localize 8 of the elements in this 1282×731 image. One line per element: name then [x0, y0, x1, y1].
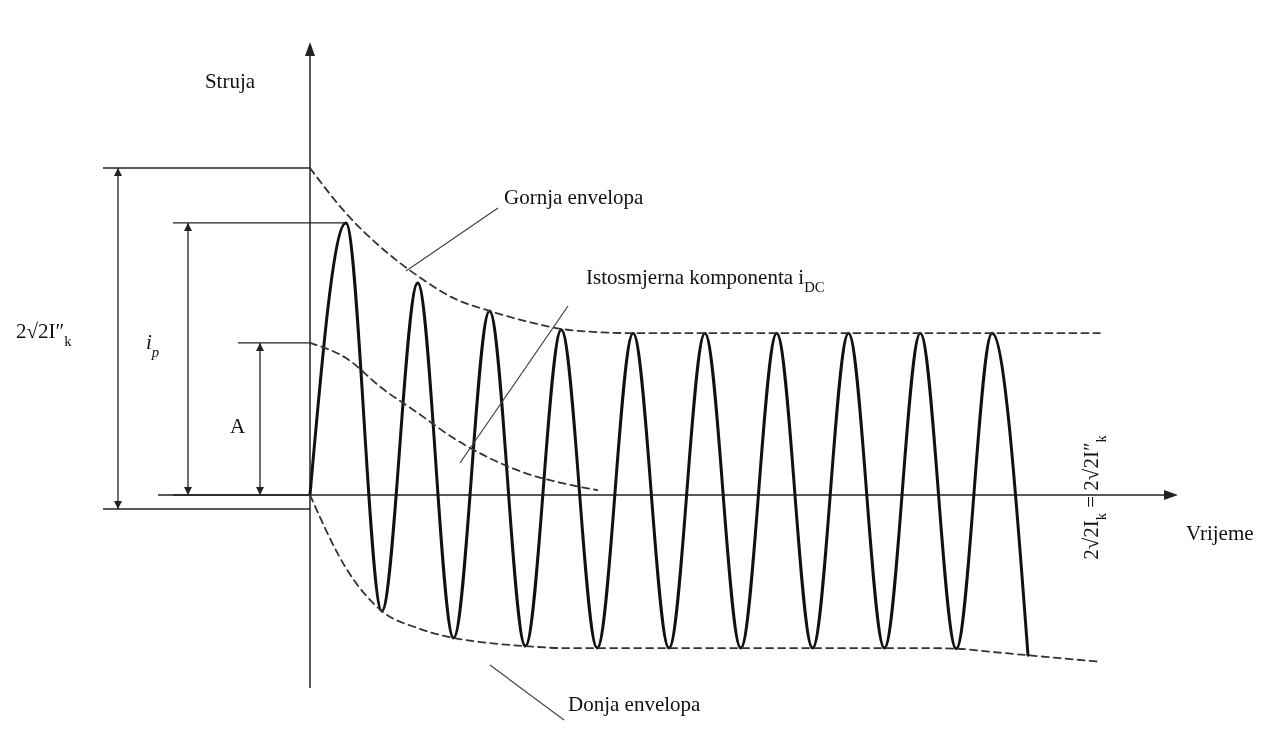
annotation: Istosmjerna komponenta i$_{DC}$	[586, 265, 825, 295]
x-axis-title: Vrijeme	[1186, 521, 1254, 545]
y-axis-title: Struja	[204, 69, 256, 93]
text: i$_{p}$	[146, 329, 160, 360]
annotation: Gornja envelopa	[504, 185, 645, 209]
text: A	[230, 413, 246, 438]
text: Donja envelopa	[568, 692, 702, 716]
text: 2√2I″$_{k}$	[16, 318, 73, 349]
